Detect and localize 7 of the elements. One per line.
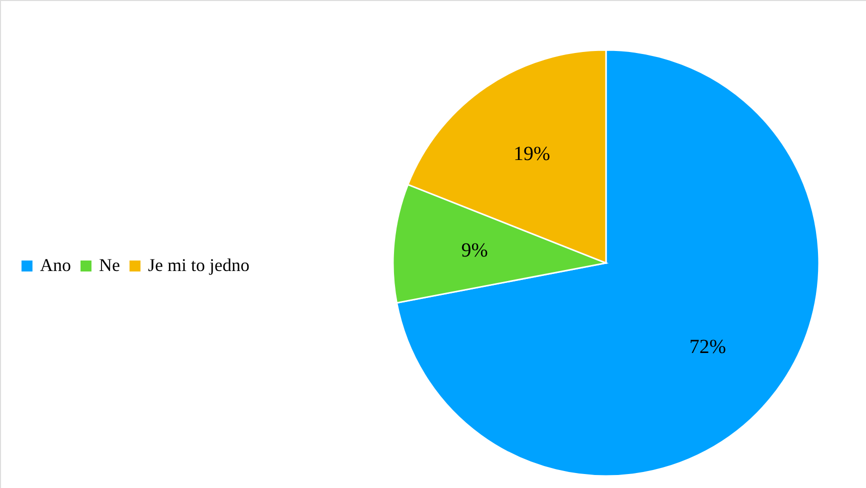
legend-label: Je mi to jedno — [148, 255, 250, 275]
pie-slice — [396, 49, 820, 477]
data-label: 19% — [513, 142, 550, 165]
legend-label: Ne — [99, 255, 120, 275]
legend-label: Ano — [40, 255, 71, 275]
data-label: 9% — [461, 240, 488, 262]
data-label: 72% — [689, 336, 726, 358]
